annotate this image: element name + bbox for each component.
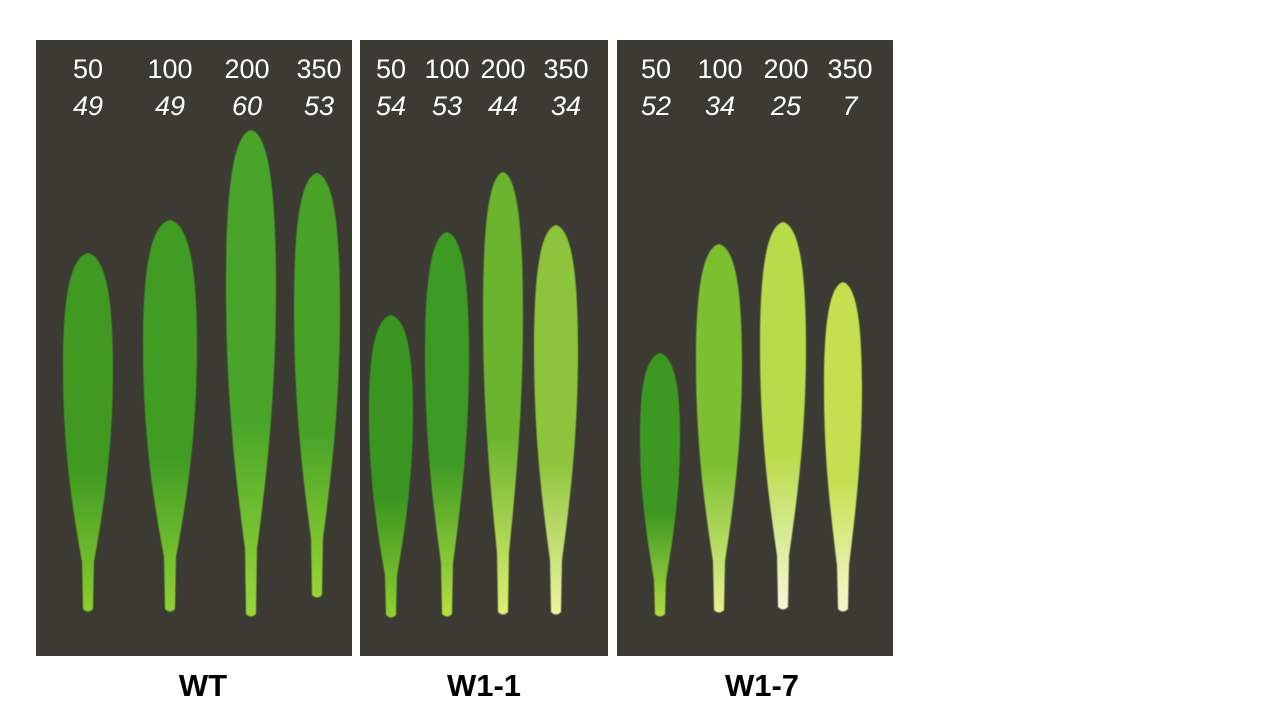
column-measure: 52 xyxy=(641,91,671,121)
column-value: 200 xyxy=(224,54,269,84)
leaf xyxy=(143,220,197,612)
leaf xyxy=(534,225,578,615)
column-measure: 25 xyxy=(770,91,802,121)
column-value: 350 xyxy=(296,54,341,84)
panel: 50 52 100 34 200 25 350 7 W1-7 xyxy=(617,40,893,703)
leaf xyxy=(640,353,680,617)
panel-label: W1-7 xyxy=(725,668,799,703)
leaf xyxy=(425,232,469,617)
panel: 50 54 100 53 200 44 350 34 W1-1 xyxy=(360,40,608,703)
column-value: 100 xyxy=(147,54,192,84)
panel-label: W1-1 xyxy=(447,668,521,703)
column-measure: 60 xyxy=(232,91,262,121)
column-measure: 44 xyxy=(488,91,518,121)
column-measure: 49 xyxy=(73,91,103,121)
column-value: 50 xyxy=(376,54,406,84)
leaf xyxy=(483,172,523,615)
leaf xyxy=(696,244,742,613)
column-value: 350 xyxy=(543,54,588,84)
column-value: 50 xyxy=(73,54,103,84)
column-measure: 53 xyxy=(432,91,462,121)
column-value: 100 xyxy=(697,54,742,84)
leaf xyxy=(63,253,113,612)
column-value: 200 xyxy=(480,54,525,84)
column-measure: 34 xyxy=(551,91,581,121)
leaf xyxy=(294,173,340,598)
leaf xyxy=(760,222,806,610)
column-value: 50 xyxy=(641,54,671,84)
panel: 50 49 100 49 200 60 350 53 WT xyxy=(36,40,352,703)
column-measure: 34 xyxy=(705,91,735,121)
column-value: 350 xyxy=(827,54,872,84)
leaf xyxy=(824,282,862,612)
column-measure: 7 xyxy=(842,91,858,121)
column-measure: 49 xyxy=(155,91,185,121)
leaf xyxy=(369,315,413,618)
leaf xyxy=(226,130,276,617)
column-measure: 53 xyxy=(304,91,334,121)
column-measure: 54 xyxy=(376,91,406,121)
column-value: 100 xyxy=(424,54,469,84)
column-value: 200 xyxy=(763,54,808,84)
panel-label: WT xyxy=(179,668,227,703)
